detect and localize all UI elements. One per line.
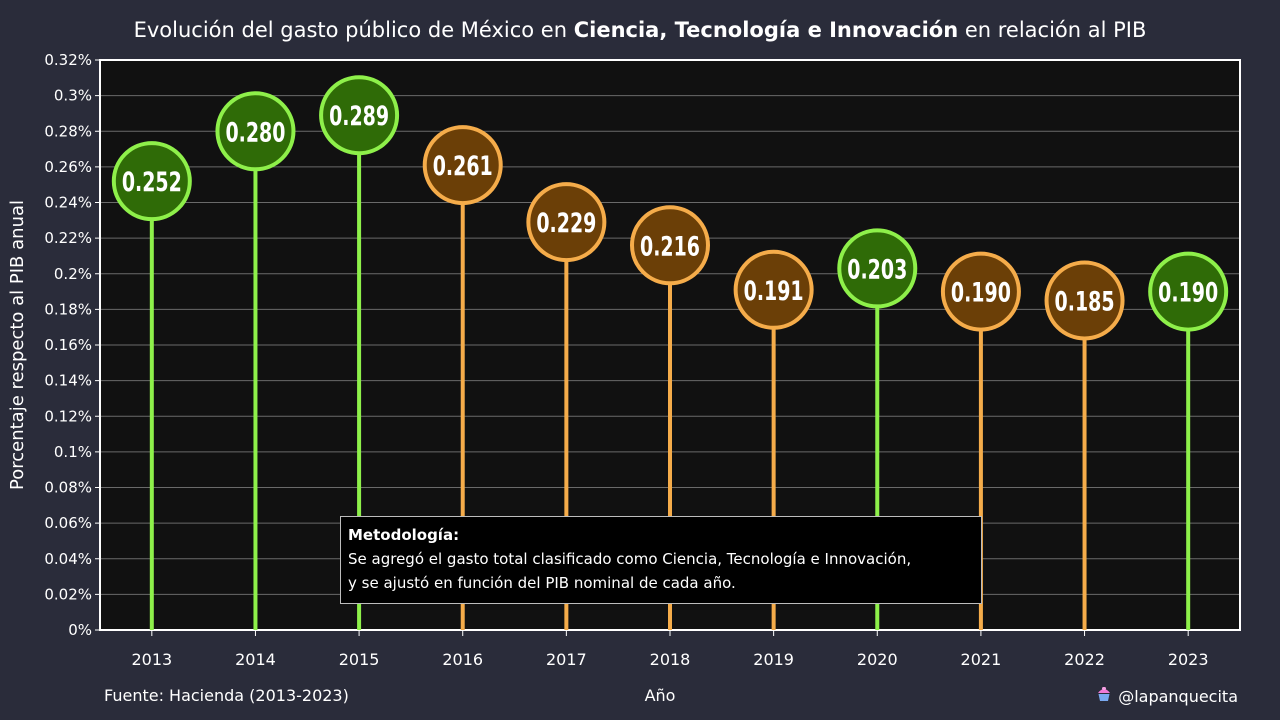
data-label: 0.229 xyxy=(536,208,596,239)
data-label: 0.191 xyxy=(744,276,804,307)
x-tick-label: 2016 xyxy=(442,650,483,669)
data-label: 0.280 xyxy=(225,117,285,148)
x-tick-label: 2013 xyxy=(131,650,172,669)
lollipop-marker xyxy=(1148,251,1229,332)
chart-title-after: en relación al PIB xyxy=(958,18,1147,42)
y-tick-label: 0.06% xyxy=(44,514,92,532)
data-label: 0.216 xyxy=(640,231,700,262)
lollipop-marker xyxy=(422,125,503,206)
methodology-note-line-1: Se agregó el gasto total clasificado com… xyxy=(348,550,912,568)
data-label: 0.252 xyxy=(122,167,182,198)
methodology-note: Metodología: Se agregó el gasto total cl… xyxy=(340,516,982,604)
y-tick-label: 0% xyxy=(68,621,92,639)
lollipop-marker xyxy=(215,91,296,172)
x-tick-label: 2019 xyxy=(753,650,794,669)
lollipop-marker xyxy=(733,249,814,330)
y-axis-title: Porcentaje respecto al PIB anual xyxy=(7,200,28,490)
data-label: 0.203 xyxy=(847,254,907,285)
lollipop-marker xyxy=(319,75,400,156)
lollipop-marker xyxy=(837,228,918,309)
x-tick-label: 2022 xyxy=(1064,650,1105,669)
x-tick-label: 2020 xyxy=(857,650,898,669)
y-tick-label: 0.04% xyxy=(44,550,92,568)
y-tick-label: 0.32% xyxy=(44,51,92,69)
x-tick-label: 2015 xyxy=(339,650,380,669)
y-tick-label: 0.1% xyxy=(54,443,92,461)
cupcake-icon xyxy=(1098,687,1111,701)
y-tick-label: 0.12% xyxy=(44,407,92,425)
y-tick-label: 0.16% xyxy=(44,336,92,354)
x-tick-label: 2021 xyxy=(961,650,1002,669)
y-tick-label: 0.3% xyxy=(54,87,92,105)
x-tick-label: 2017 xyxy=(546,650,587,669)
chart-title-before: Evolución del gasto público de México en xyxy=(133,18,574,42)
author-handle-text: @lapanquecita xyxy=(1118,687,1238,706)
y-tick-label: 0.28% xyxy=(44,122,92,140)
y-tick-label: 0.02% xyxy=(44,585,92,603)
chart-title: Evolución del gasto público de México en… xyxy=(0,18,1280,42)
y-tick-label: 0.08% xyxy=(44,479,92,497)
data-label: 0.261 xyxy=(433,151,493,182)
lollipop-marker xyxy=(526,182,607,263)
lollipop-marker xyxy=(111,141,192,222)
lollipop-marker xyxy=(940,251,1021,332)
y-tick-label: 0.2% xyxy=(54,265,92,283)
data-label: 0.190 xyxy=(951,278,1011,309)
methodology-note-line-2: y se ajustó en función del PIB nominal d… xyxy=(348,574,736,592)
x-tick-label: 2018 xyxy=(650,650,691,669)
data-label: 0.190 xyxy=(1158,278,1218,309)
data-label: 0.289 xyxy=(329,101,389,132)
y-tick-label: 0.22% xyxy=(44,229,92,247)
x-tick-label: 2023 xyxy=(1168,650,1209,669)
y-tick-label: 0.24% xyxy=(44,194,92,212)
lollipop-marker xyxy=(630,205,710,286)
y-tick-label: 0.26% xyxy=(44,158,92,176)
data-label: 0.185 xyxy=(1055,286,1115,317)
methodology-note-title: Metodología: xyxy=(348,526,460,544)
chart-title-bold: Ciencia, Tecnología e Innovación xyxy=(573,18,959,42)
y-tick-label: 0.14% xyxy=(44,372,92,390)
lollipop-marker xyxy=(1044,260,1125,341)
author-handle: @lapanquecita xyxy=(1096,686,1238,706)
source-label: Fuente: Hacienda (2013-2023) xyxy=(104,686,349,705)
y-tick-label: 0.18% xyxy=(44,300,92,318)
x-tick-label: 2014 xyxy=(235,650,276,669)
x-axis-title: Año xyxy=(644,686,676,705)
